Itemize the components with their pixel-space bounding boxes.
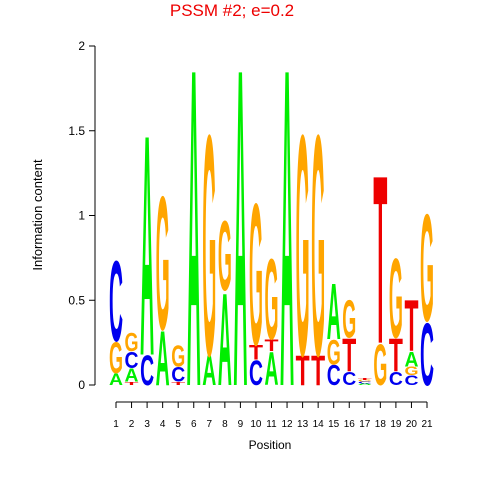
x-tick-label: 11	[266, 419, 277, 430]
logo-letter: G	[125, 327, 139, 356]
x-tick-label: 7	[207, 419, 213, 430]
logo-letter: G	[342, 288, 356, 349]
logo-letter: G	[265, 235, 279, 365]
logo-letter: C	[342, 369, 356, 390]
x-tick-label: 20	[406, 419, 418, 430]
logo-letter: T	[296, 346, 310, 394]
logo-letter: G	[327, 334, 341, 374]
logo-letter: G	[404, 365, 418, 378]
logo-letter: G	[296, 71, 310, 422]
logo-letter: G	[389, 237, 403, 362]
x-tick-label: 8	[222, 419, 228, 430]
logo-letter: A	[109, 370, 123, 388]
logo-letter: C	[171, 364, 185, 387]
y-tick-label: 1.5	[68, 124, 85, 138]
logo-letter: T	[358, 378, 373, 381]
x-tick-label: 1	[113, 419, 119, 430]
x-tick-label: 14	[313, 419, 325, 430]
x-tick-label: 2	[129, 419, 135, 430]
logo-letter: A	[265, 342, 279, 396]
logo-letter: C	[420, 303, 434, 404]
logo-letter: G	[156, 156, 170, 370]
x-tick-label: 4	[160, 419, 166, 430]
logo-letter: A	[140, 71, 154, 422]
x-tick-label: 18	[375, 419, 387, 430]
y-tick-label: 2	[78, 39, 85, 53]
x-tick-label: 5	[175, 419, 181, 430]
logo-letter: T	[249, 342, 264, 365]
x-axis-label: Position	[249, 438, 292, 452]
logo-letter: T	[342, 328, 356, 382]
logo-letter: G	[311, 71, 325, 422]
logo-letter: A	[187, 0, 201, 480]
logo-letter: A	[233, 0, 247, 480]
logo-letter: A	[125, 366, 139, 387]
logo-letter: G	[420, 183, 434, 354]
logo-letter: C	[140, 346, 154, 394]
x-tick-label: 15	[328, 419, 340, 430]
x-tick-label: 3	[144, 419, 150, 430]
logo-letter: G	[373, 333, 387, 399]
logo-letter: C	[327, 361, 341, 392]
logo-letter: C	[249, 354, 263, 394]
y-tick-label: 1	[78, 209, 85, 223]
logo-letter: A	[218, 266, 232, 413]
logo-letter: T	[373, 127, 387, 395]
logo-letter: T	[389, 328, 403, 382]
x-tick-label: 21	[421, 419, 433, 430]
logo-letter: T	[125, 381, 140, 386]
x-tick-label: 19	[390, 419, 402, 430]
logo-letter: G	[358, 379, 372, 382]
logo-letter: T	[404, 287, 418, 368]
chart-title: PSSM #2; e=0.2	[170, 1, 294, 20]
logo-letter: T	[311, 346, 325, 394]
logo-letter: A	[404, 349, 418, 372]
y-tick-label: 0	[78, 378, 85, 392]
logo-letter: A	[202, 346, 216, 394]
logo-letter: A	[280, 0, 294, 480]
logo-letter: C	[358, 381, 372, 384]
y-tick-label: 0.5	[68, 293, 85, 307]
logo-letter: A	[358, 383, 372, 386]
x-tick-label: 12	[281, 419, 293, 430]
y-axis-label: Information content	[30, 159, 45, 271]
logo-letter: T	[171, 381, 186, 386]
x-tick-label: 9	[238, 419, 244, 430]
logo-letter: G	[171, 340, 185, 373]
logo-letter: A	[156, 315, 170, 401]
x-tick-label: 17	[359, 419, 371, 430]
logo-letter: C	[404, 373, 418, 389]
x-tick-label: 13	[297, 419, 309, 430]
logo-letter: T	[265, 336, 279, 354]
x-tick-label: 6	[191, 419, 197, 430]
logo-letter: G	[202, 71, 216, 422]
x-tick-label: 10	[250, 419, 262, 430]
logo-letter: C	[125, 346, 139, 373]
logo-letter: G	[109, 334, 123, 383]
logo-letter: C	[389, 369, 403, 390]
logo-letter: G	[218, 201, 232, 312]
x-tick-label: 16	[344, 419, 356, 430]
logo-letter: A	[327, 268, 341, 357]
logo-letter: G	[249, 163, 263, 388]
logo-letter: C	[109, 236, 123, 366]
